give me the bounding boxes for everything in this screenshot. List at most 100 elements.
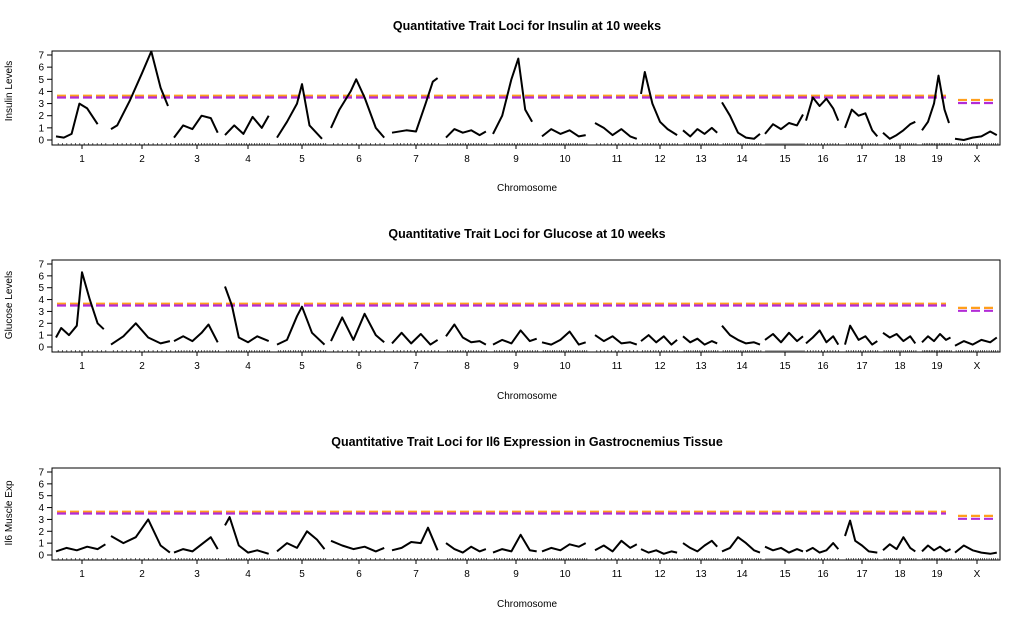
y-tick-label: 1	[38, 331, 44, 342]
x-tick-label: 19	[931, 361, 943, 372]
lod-curve-chr-7	[391, 526, 439, 552]
lod-curve-chr-4	[224, 516, 269, 555]
lod-curve-chr-6	[330, 78, 385, 139]
x-tick-label: 11	[612, 154, 623, 165]
lod-curve-chr-16	[805, 329, 840, 346]
x-tick-label: 18	[894, 361, 906, 372]
x-tick-label: 8	[464, 154, 470, 165]
lod-curve-chr-12	[640, 71, 678, 136]
x-tick-label: 15	[779, 361, 791, 372]
x-tick-label: 1	[79, 569, 85, 580]
lod-curve-chr-2	[110, 518, 171, 554]
lod-curve-chr-18	[882, 120, 916, 140]
x-tick-label: 6	[356, 569, 362, 580]
y-tick-label: 5	[38, 491, 44, 502]
lod-curve-chr-11	[594, 539, 638, 553]
x-tick-label: 2	[139, 154, 145, 165]
lod-curve-chr-8	[445, 323, 487, 346]
x-tick-label: 12	[654, 154, 666, 165]
lod-curve-chr-X	[954, 544, 997, 555]
y-tick-label: 7	[38, 51, 44, 62]
x-tick-label: 9	[513, 154, 519, 165]
x-tick-label: 16	[817, 154, 829, 165]
y-tick-label: 3	[38, 99, 44, 110]
lod-curve-chr-16	[805, 96, 840, 121]
lod-curve-chr-3	[173, 114, 219, 139]
lod-curve-chr-X	[954, 130, 998, 141]
lod-curve-chr-17	[844, 324, 878, 346]
x-tick-label: 9	[513, 361, 519, 372]
lod-curve-chr-15	[764, 331, 804, 344]
lod-curve-chr-5	[276, 305, 326, 346]
y-tick-label: 6	[38, 479, 44, 490]
lod-curve-chr-3	[173, 323, 219, 343]
lod-curve-chr-9	[492, 329, 538, 346]
lod-curve-chr-10	[541, 542, 587, 553]
x-tick-label: 12	[654, 361, 666, 372]
x-tick-label: 19	[931, 569, 943, 580]
y-tick-label: 7	[38, 260, 44, 271]
x-tick-label: 19	[931, 154, 943, 165]
x-tick-label: 14	[736, 154, 748, 165]
y-axis-label: Glucose Levels	[4, 271, 15, 339]
x-tick-label: 6	[356, 361, 362, 372]
lod-curve-chr-17	[844, 108, 879, 138]
lod-curve-chr-19	[921, 333, 951, 344]
y-tick-label: 4	[38, 87, 44, 98]
lod-curve-chr-8	[445, 128, 487, 139]
plot-frame	[51, 467, 1001, 561]
panel-il6: Quantitative Trait Loci for Il6 Expressi…	[4, 435, 1001, 610]
lod-curve-chr-2	[110, 322, 171, 346]
x-tick-label: 16	[817, 569, 829, 580]
y-tick-label: 1	[38, 539, 44, 550]
y-tick-label: 6	[38, 63, 44, 74]
chart-title: Quantitative Trait Loci for Insulin at 1…	[393, 19, 661, 33]
x-tick-label: 11	[612, 361, 623, 372]
y-tick-label: 4	[38, 295, 44, 306]
x-tick-label: 15	[779, 154, 791, 165]
x-tick-label: 17	[856, 154, 868, 165]
x-tick-label: 6	[356, 154, 362, 165]
x-tick-label: X	[974, 569, 981, 580]
x-ticks: 1 2 3 4 5 6 7 8 9 10 11 12 13 14 15 16 17 18 19 X	[79, 352, 981, 372]
y-tick-label: 3	[38, 307, 44, 318]
y-tick-label: 4	[38, 503, 44, 514]
lod-curve-chr-2	[110, 50, 169, 130]
x-tick-label: 18	[894, 569, 906, 580]
x-tick-label: 18	[894, 154, 906, 165]
x-tick-label: 10	[559, 361, 571, 372]
lod-curve-chr-13	[682, 539, 718, 553]
lod-curve-chr-5	[276, 530, 326, 553]
lod-curve-chr-19	[921, 74, 950, 131]
x-tick-label: 1	[79, 154, 85, 165]
y-axis-label: Il6 Muscle Exp	[4, 480, 15, 545]
x-tick-label: 2	[139, 361, 145, 372]
lod-curve-chr-6	[330, 539, 385, 553]
x-tick-label: 8	[464, 361, 470, 372]
lod-curve-chr-4	[224, 286, 270, 344]
lod-curve-chr-9	[492, 57, 533, 135]
x-tick-label: 4	[245, 361, 251, 372]
x-tick-label: 7	[413, 154, 419, 165]
lod-curve-chr-1	[55, 271, 105, 338]
x-tick-label: 10	[559, 154, 571, 165]
lod-curve-chr-18	[882, 331, 917, 344]
y-tick-label: 5	[38, 283, 44, 294]
lod-curve-chr-10	[541, 330, 587, 346]
x-tick-label: 17	[856, 569, 868, 580]
lod-curve-chr-14	[721, 325, 761, 346]
y-tick-label: 5	[38, 75, 44, 86]
y-tick-label: 7	[38, 468, 44, 479]
plot-frame	[51, 50, 1001, 146]
x-tick-label: 9	[513, 569, 519, 580]
x-tick-label: 3	[194, 569, 200, 580]
lod-curve-chr-1	[55, 102, 99, 139]
x-tick-label: 8	[464, 569, 470, 580]
lod-curve-chr-7	[391, 331, 439, 346]
x-tick-label: 3	[194, 361, 200, 372]
x-axis-label: Chromosome	[497, 391, 557, 402]
panel-insulin: Quantitative Trait Loci for Insulin at 1…	[4, 19, 1001, 194]
